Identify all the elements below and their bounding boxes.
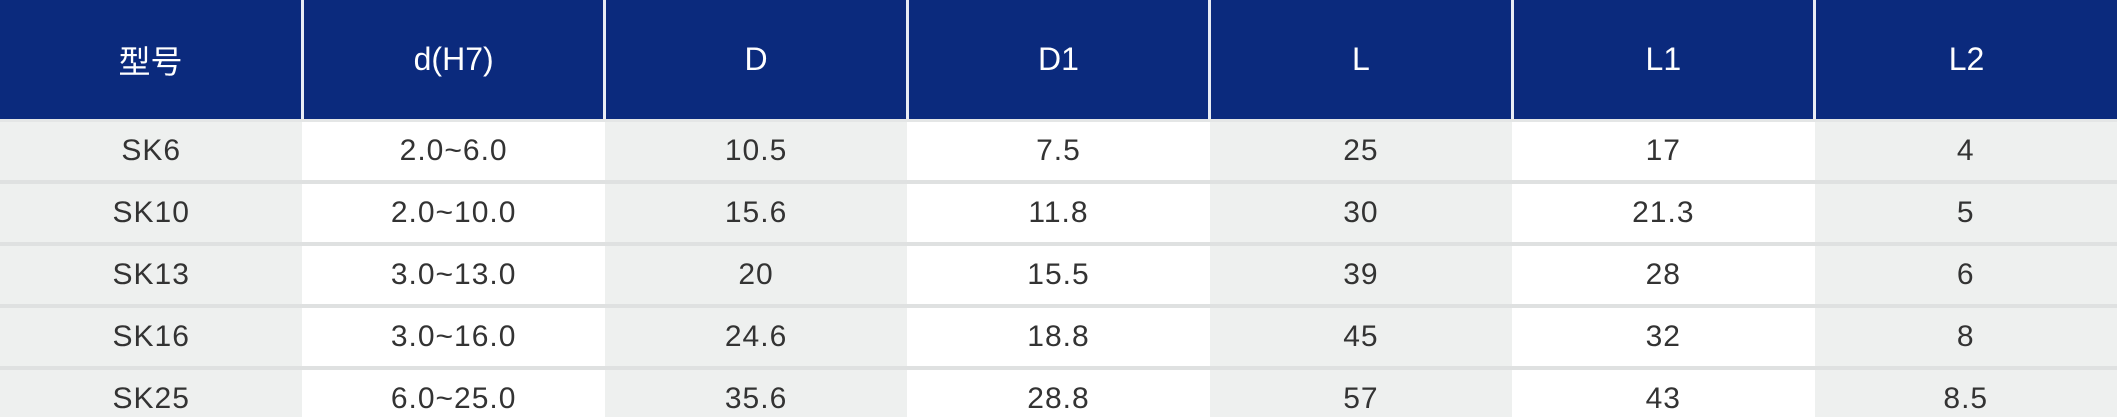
table-row: SK13 3.0~13.0 20 15.5 39 28 6 [0, 244, 2117, 308]
table-cell: 15.5 [907, 244, 1210, 308]
table-cell: 30 [1209, 182, 1513, 246]
table-cell: SK16 [0, 306, 303, 370]
table-cell: 17 [1512, 120, 1815, 184]
table-cell: 24.6 [604, 306, 908, 370]
table-row: SK6 2.0~6.0 10.5 7.5 25 17 4 [0, 120, 2117, 184]
table-cell: 6.0~25.0 [302, 368, 605, 417]
table-cell: 2.0~6.0 [302, 120, 605, 184]
table-cell: 2.0~10.0 [302, 182, 605, 246]
table-cell: 39 [1209, 244, 1513, 308]
table-cell: 15.6 [604, 182, 908, 246]
header-cell: L [1209, 0, 1514, 122]
table-cell: 43 [1512, 368, 1815, 417]
table-cell: SK13 [0, 244, 303, 308]
table-cell: 8.5 [1814, 368, 2117, 417]
header-row: 型号 d(H7) D D1 L L1 L2 [0, 0, 2117, 122]
table-cell: 5 [1814, 182, 2117, 246]
table-cell: 11.8 [907, 182, 1210, 246]
table-cell: 32 [1512, 306, 1815, 370]
table-cell: 45 [1209, 306, 1513, 370]
table-cell: SK6 [0, 120, 303, 184]
table-cell: 28.8 [907, 368, 1210, 417]
table-cell: 7.5 [907, 120, 1210, 184]
header-cell: L1 [1512, 0, 1817, 122]
table-cell: 8 [1814, 306, 2117, 370]
table-cell: SK25 [0, 368, 303, 417]
table-cell: 25 [1209, 120, 1513, 184]
table-row: SK25 6.0~25.0 35.6 28.8 57 43 8.5 [0, 368, 2117, 417]
table-cell: 28 [1512, 244, 1815, 308]
table-cell: 10.5 [604, 120, 908, 184]
table-cell: 21.3 [1512, 182, 1815, 246]
table-row: SK10 2.0~10.0 15.6 11.8 30 21.3 5 [0, 182, 2117, 246]
table-header: 型号 d(H7) D D1 L L1 L2 [0, 0, 2117, 122]
table-cell: 3.0~16.0 [302, 306, 605, 370]
table-cell: 18.8 [907, 306, 1210, 370]
table-cell: 20 [604, 244, 908, 308]
table-cell: 35.6 [604, 368, 908, 417]
header-cell: 型号 [0, 0, 304, 122]
header-cell: D1 [907, 0, 1212, 122]
header-cell: d(H7) [302, 0, 607, 122]
table-cell: SK10 [0, 182, 303, 246]
table-cell: 57 [1209, 368, 1513, 417]
table-body: SK6 2.0~6.0 10.5 7.5 25 17 4 SK10 2.0~10.0 15.6 11… [0, 120, 2117, 417]
header-cell: D [604, 0, 909, 122]
table-cell: 3.0~13.0 [302, 244, 605, 308]
table-cell: 4 [1814, 120, 2117, 184]
header-cell: L2 [1814, 0, 2117, 122]
table-row: SK16 3.0~16.0 24.6 18.8 45 32 8 [0, 306, 2117, 370]
table-cell: 6 [1814, 244, 2117, 308]
